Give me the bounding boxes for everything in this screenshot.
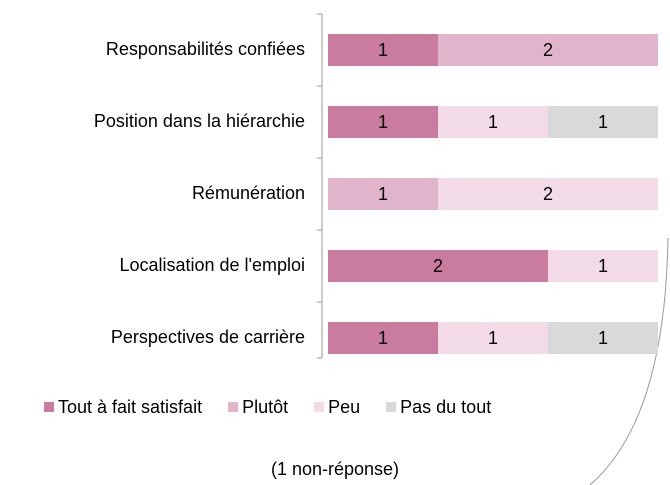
bar-segment (548, 322, 658, 354)
bar-segment (328, 250, 548, 282)
decor-curve (589, 237, 669, 485)
legend-swatch (44, 402, 54, 412)
legend-swatch (314, 402, 325, 412)
data-label: 1 (378, 184, 388, 204)
legend-label: Pas du tout (400, 397, 491, 417)
bar-segment (438, 106, 548, 138)
footnote: (1 non-réponse) (271, 459, 399, 479)
bar-segment (548, 106, 658, 138)
bar-segment (548, 250, 658, 282)
data-label: 1 (598, 328, 608, 348)
y-tick-label: Perspectives de carrière (111, 327, 305, 347)
legend-label: Peu (328, 397, 360, 417)
data-label: 1 (378, 328, 388, 348)
data-label: 2 (433, 256, 443, 276)
legend-swatch (386, 402, 397, 412)
legend-label: Plutôt (242, 397, 288, 417)
data-label: 1 (488, 328, 498, 348)
data-label: 1 (378, 40, 388, 60)
legend-label: Tout à fait satisfait (58, 397, 202, 417)
y-tick-label: Rémunération (192, 183, 305, 203)
bar-segment (328, 322, 438, 354)
data-label: 1 (598, 112, 608, 132)
data-label: 1 (488, 112, 498, 132)
data-label: 2 (543, 184, 553, 204)
y-tick-label: Localisation de l'emploi (119, 255, 305, 275)
y-tick-label: Responsabilités confiées (106, 39, 305, 59)
y-tick-label: Position dans la hiérarchie (94, 111, 305, 131)
bar-segment (328, 178, 438, 210)
bar-segment (438, 322, 548, 354)
legend-swatch (228, 402, 239, 412)
bar-segment (438, 34, 658, 66)
data-label: 1 (378, 112, 388, 132)
bar-segment (438, 178, 658, 210)
bar-segment (328, 34, 438, 66)
data-label: 1 (598, 256, 608, 276)
bar-segment (328, 106, 438, 138)
data-label: 2 (543, 40, 553, 60)
